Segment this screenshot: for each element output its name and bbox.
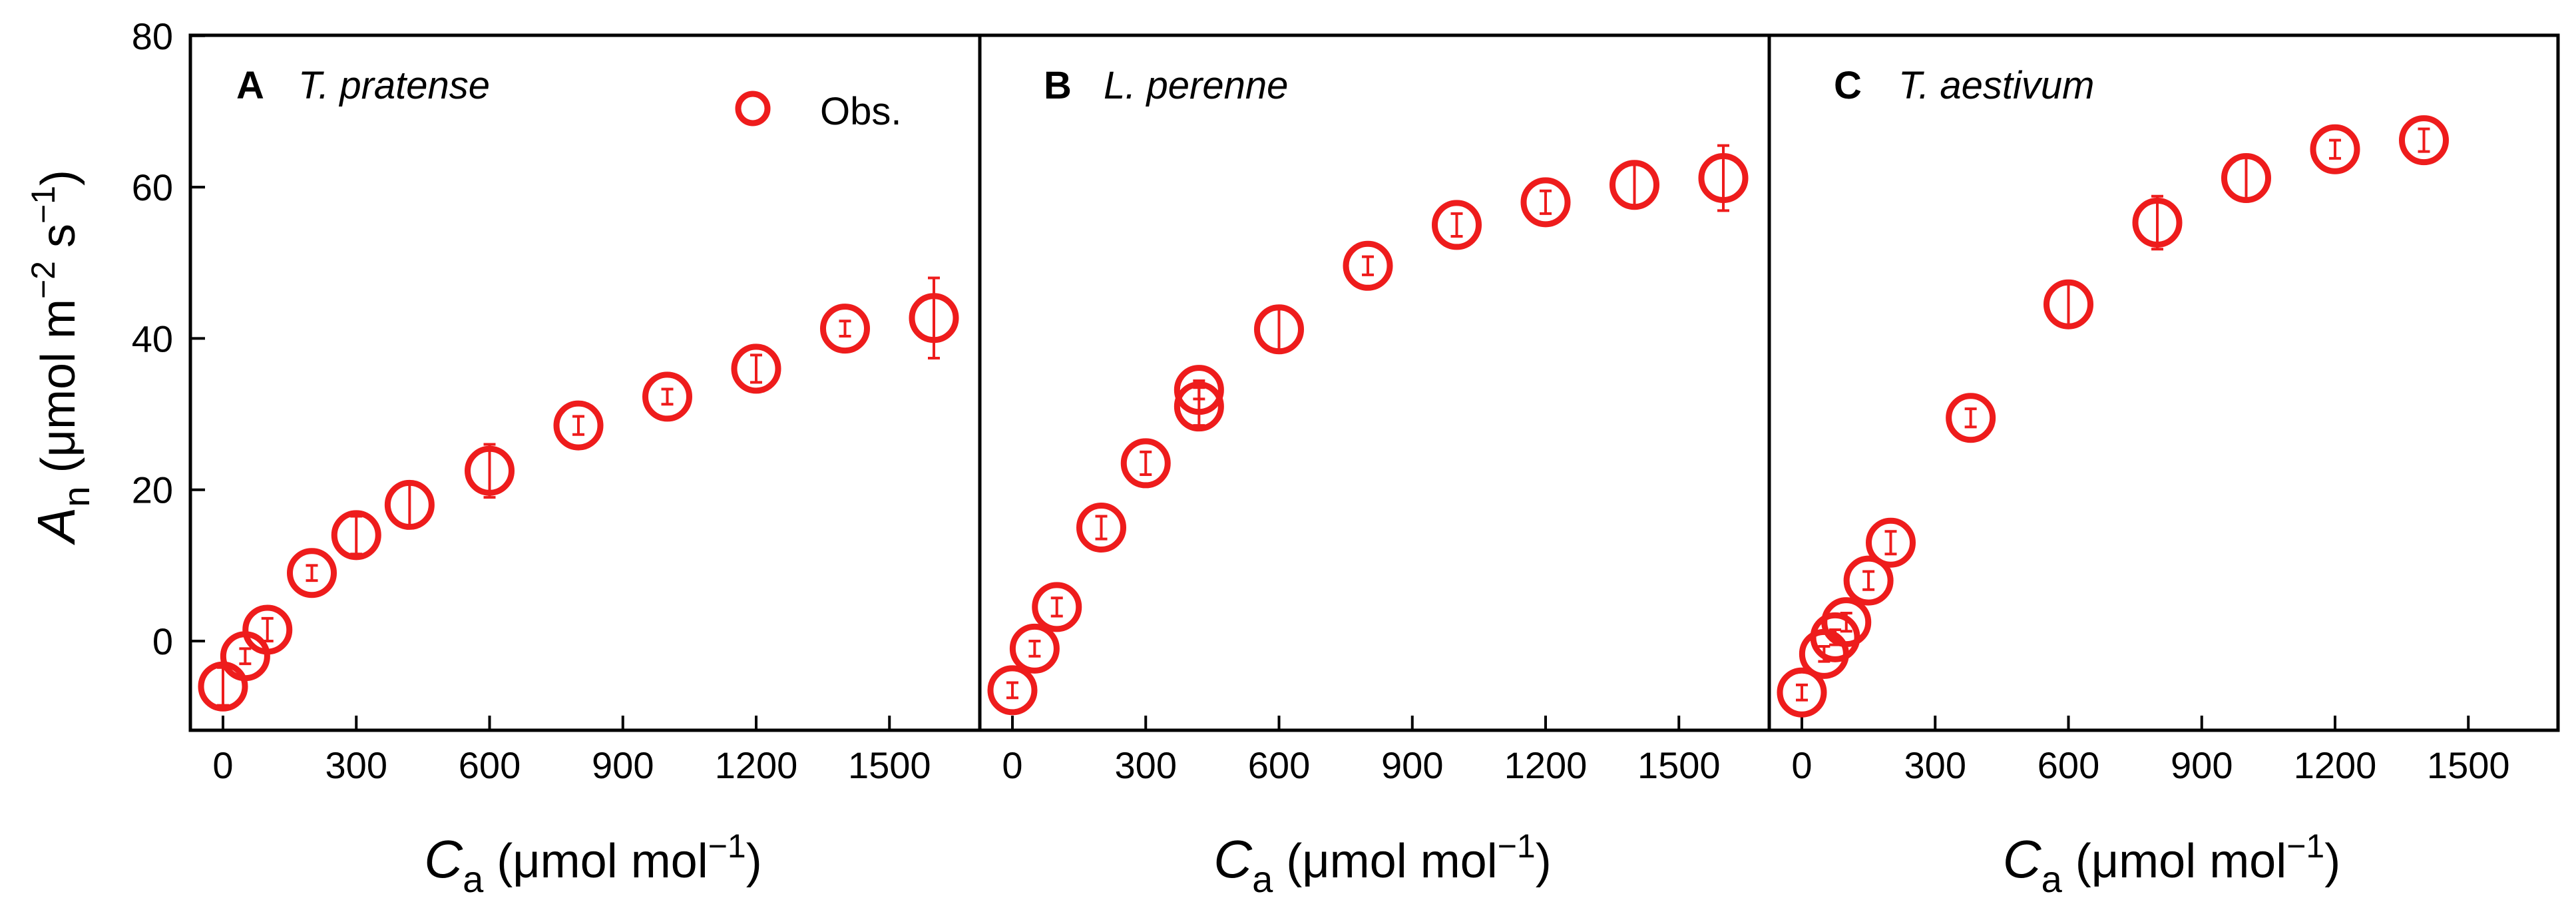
- x-tick-label: 300: [1115, 744, 1177, 786]
- x-axis-title-main: C: [2003, 829, 2042, 889]
- data-point: [384, 479, 435, 530]
- data-point: [1698, 152, 1749, 203]
- data-point: [1520, 177, 1571, 228]
- x-tick-label: 900: [592, 744, 654, 786]
- x-tick-label: 1200: [715, 744, 798, 786]
- data-point: [820, 304, 870, 354]
- panel-b: B L. perenne 0 300 600 900 1200 1500 Ca (μmol …: [978, 33, 1771, 900]
- x-tick-label: 0: [1002, 744, 1022, 786]
- legend-label: Obs.: [820, 90, 902, 133]
- data-point: [1810, 612, 1860, 662]
- data-point: [2132, 198, 2183, 248]
- data-point: [1432, 200, 1482, 250]
- x-axis-title-main: C: [424, 829, 463, 889]
- y-tick-label: 60: [132, 166, 173, 208]
- data-point: [331, 510, 381, 561]
- x-tick-label: 0: [1791, 744, 1812, 786]
- y-axis-title-close: ): [32, 170, 85, 186]
- data-point: [1254, 304, 1304, 355]
- x-tick-label: 600: [1248, 744, 1310, 786]
- data-point: [1120, 438, 1171, 489]
- x-tick-label: 1500: [848, 744, 931, 786]
- data-point: [1343, 240, 1393, 291]
- y-axis-title-exp2: −1: [25, 186, 62, 224]
- x-tick-label: 600: [2038, 744, 2099, 786]
- panel-c-species: T. aestivum: [1898, 64, 2094, 107]
- x-tick-label: 0: [212, 744, 233, 786]
- data-point: [2221, 152, 2271, 203]
- y-axis-title-exp1: −2: [25, 261, 62, 299]
- x-axis-title-unit: (μmol mol: [483, 835, 708, 888]
- data-point: [1946, 393, 1996, 443]
- y-axis-title-unit: (μmol m: [32, 299, 85, 486]
- x-tick-label: 900: [2171, 744, 2233, 786]
- y-axis-title-main: A: [27, 507, 86, 545]
- x-tick-label: 1200: [1504, 744, 1588, 786]
- x-axis-title-sub: a: [2041, 858, 2063, 900]
- data-point: [465, 445, 515, 496]
- y-axis-ticks: 0 20 40 60 80: [132, 15, 205, 662]
- x-axis-title-unit: (μmol mol: [1273, 835, 1498, 888]
- x-tick-label: 1200: [2294, 744, 2377, 786]
- x-tick-label: 900: [1381, 744, 1443, 786]
- y-axis-title: An (μmol m−2 s−1): [25, 170, 97, 545]
- x-axis-title-close: ): [2324, 835, 2340, 888]
- data-point: [2043, 279, 2093, 330]
- x-axis-title: Ca (μmol mol−1): [2003, 827, 2340, 900]
- data-point: [2310, 124, 2360, 174]
- plot-frame: [188, 33, 982, 732]
- x-axis-title-close: ): [746, 835, 762, 888]
- x-axis-title-unit: (μmol mol: [2062, 835, 2287, 888]
- panel-c: C T. aestivum 0 300 600 900 1200 1500 Ca (μmol…: [1767, 33, 2560, 900]
- y-tick-label: 80: [132, 15, 173, 57]
- x-axis-title-sub: a: [463, 858, 484, 900]
- x-tick-label: 1500: [1637, 744, 1721, 786]
- plot-frame: [978, 33, 1771, 732]
- data-point: [642, 371, 692, 422]
- x-axis-title: Ca (μmol mol−1): [424, 827, 761, 900]
- y-axis-title-sub: n: [55, 486, 97, 507]
- x-axis-title-main: C: [1213, 829, 1253, 889]
- data-point: [287, 548, 337, 598]
- data-point: [987, 665, 1038, 716]
- data-point: [1009, 623, 1060, 674]
- data-point: [242, 604, 293, 655]
- data-point: [1076, 503, 1126, 553]
- y-tick-label: 0: [152, 620, 173, 662]
- y-tick-label: 40: [132, 318, 173, 359]
- data-point: [1866, 517, 1916, 568]
- svg-text:An (μmol m−2 s−1): An (μmol m−2 s−1): [25, 170, 97, 545]
- data-point: [731, 343, 781, 394]
- panel-c-letter: C: [1834, 64, 1862, 107]
- legend-marker-icon: [735, 91, 771, 126]
- panel-b-letter: B: [1044, 64, 1072, 107]
- x-tick-label: 600: [459, 744, 521, 786]
- data-point: [1777, 667, 1827, 718]
- x-tick-label: 300: [1904, 744, 1966, 786]
- x-axis-title-exp: −1: [708, 827, 746, 865]
- panel-b-species: L. perenne: [1104, 64, 1288, 107]
- data-point: [1032, 582, 1082, 632]
- y-axis-title-mid: s: [32, 224, 85, 261]
- x-axis-title: Ca (μmol mol−1): [1213, 827, 1551, 900]
- data-point: [2399, 115, 2449, 166]
- x-axis-title-sub: a: [1252, 858, 1273, 900]
- x-tick-label: 1500: [2427, 744, 2510, 786]
- panel-a: A T. pratense Obs. 0 300 600 900 1200 1500 Ca …: [188, 33, 982, 900]
- data-point: [909, 293, 959, 343]
- data-point: [553, 400, 604, 451]
- data-point: [1843, 555, 1894, 606]
- x-axis-title-exp: −1: [1498, 827, 1536, 865]
- data-point: [1821, 597, 1872, 648]
- x-axis-title-close: ): [1536, 835, 1552, 888]
- data-point: [1174, 365, 1224, 415]
- plot-frame: [1767, 33, 2560, 732]
- panel-a-letter: A: [236, 64, 264, 107]
- x-tick-label: 300: [325, 744, 387, 786]
- x-axis-title-exp: −1: [2286, 827, 2324, 865]
- data-point: [1610, 160, 1659, 210]
- panel-a-species: T. pratense: [298, 64, 490, 107]
- y-tick-label: 20: [132, 469, 173, 511]
